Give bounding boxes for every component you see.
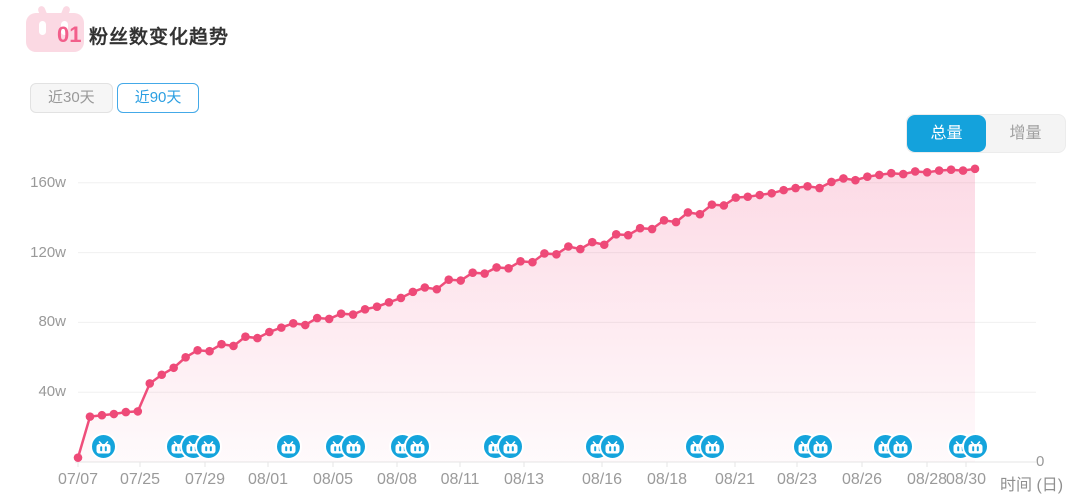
live-session-icon[interactable] — [806, 433, 834, 460]
metric-tab-increment[interactable]: 增量 — [1009, 125, 1042, 142]
range-tab-30d[interactable]: 近30天 — [30, 83, 113, 113]
section-number: 01 — [57, 22, 82, 47]
range-tab-90d[interactable]: 近90天 — [116, 83, 200, 113]
live-session-icon[interactable] — [886, 433, 914, 460]
metric-toggle: 总量 增量 — [906, 114, 1066, 153]
range-tabs: 近30天 近90天 — [30, 83, 200, 113]
trend-line — [76, 167, 976, 458]
page-title: 粉丝数变化趋势 — [89, 27, 230, 48]
bilibili-tv-icon — [26, 13, 84, 52]
live-session-icon[interactable] — [274, 433, 302, 460]
live-session-icon[interactable] — [698, 433, 726, 460]
live-session-icon[interactable] — [403, 433, 431, 460]
area-fill — [78, 168, 975, 463]
live-session-icon[interactable] — [598, 433, 626, 460]
tv-eye-icon — [39, 21, 46, 35]
tv-eye-icon — [61, 21, 68, 35]
metric-tab-total[interactable]: 总量 — [907, 115, 986, 152]
live-session-icon[interactable] — [339, 433, 367, 460]
live-session-icon[interactable] — [194, 433, 222, 460]
live-session-icon[interactable] — [961, 433, 989, 460]
live-session-icon[interactable] — [496, 433, 524, 460]
data-points — [73, 164, 980, 462]
live-session-icon[interactable] — [89, 433, 117, 460]
